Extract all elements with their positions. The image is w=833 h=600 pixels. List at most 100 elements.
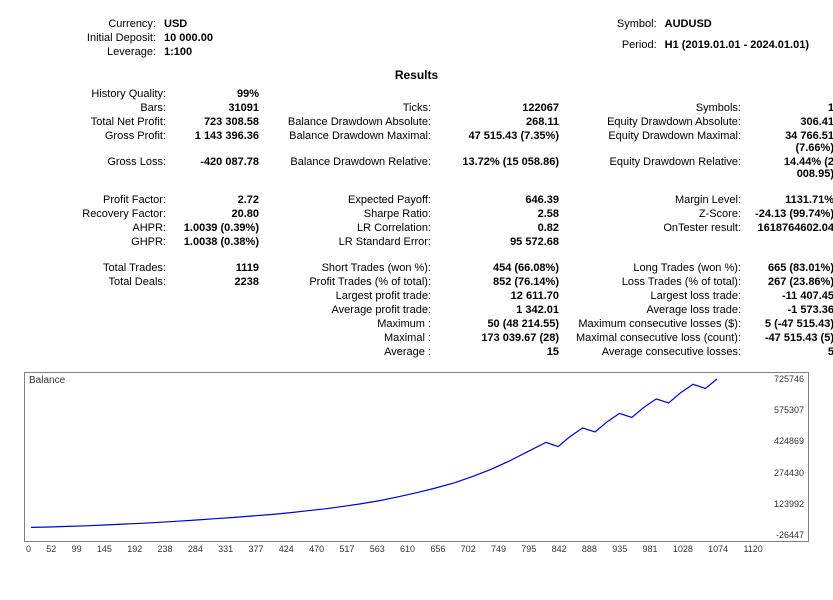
header-value: AUDUSD xyxy=(665,18,809,37)
stat-label: Margin Level: xyxy=(569,194,749,206)
x-tick: 470 xyxy=(309,544,324,554)
stat-value: 1.0038 (0.38%) xyxy=(174,236,269,248)
x-tick: 377 xyxy=(248,544,263,554)
stat-value: 2238 xyxy=(174,276,269,288)
header-value: H1 (2019.01.01 - 2024.01.01) xyxy=(665,39,809,58)
x-tick: 795 xyxy=(521,544,536,554)
stat-value: 268.11 xyxy=(439,116,569,128)
stat-value xyxy=(749,236,833,248)
stat-label xyxy=(24,318,174,330)
stat-label: Equity Drawdown Maximal: xyxy=(569,130,749,154)
stat-label: Largest profit trade: xyxy=(269,290,439,302)
x-tick: 192 xyxy=(127,544,142,554)
stat-label: Maximal consecutive loss (count): xyxy=(569,332,749,344)
stat-value: 646.39 xyxy=(439,194,569,206)
stat-label: Gross Profit: xyxy=(24,130,174,154)
chart-x-axis: 0529914519223828433137742447051756361065… xyxy=(24,544,809,554)
stat-value: 454 (66.08%) xyxy=(439,262,569,274)
stat-label: Equity Drawdown Relative: xyxy=(569,156,749,180)
stat-label: Recovery Factor: xyxy=(24,208,174,220)
stat-value: 665 (83.01%) xyxy=(749,262,833,274)
stat-value: -420 087.78 xyxy=(174,156,269,180)
x-tick: 888 xyxy=(582,544,597,554)
stat-value: 50 (48 214.55) xyxy=(439,318,569,330)
stat-label: Maximum : xyxy=(269,318,439,330)
results-title: Results xyxy=(24,68,809,82)
y-tick: -26447 xyxy=(776,530,804,540)
stat-label: Ticks: xyxy=(269,102,439,114)
stat-label: Balance Drawdown Absolute: xyxy=(269,116,439,128)
stat-label: Average profit trade: xyxy=(269,304,439,316)
x-tick: 0 xyxy=(26,544,31,554)
stat-label: Average : xyxy=(269,346,439,358)
stat-value xyxy=(174,332,269,344)
x-tick: 99 xyxy=(72,544,82,554)
header-right: Symbol:AUDUSDPeriod:H1 (2019.01.01 - 202… xyxy=(605,18,809,58)
stat-value: 122067 xyxy=(439,102,569,114)
header-label: Symbol: xyxy=(605,18,665,37)
stat-value: 13.72% (15 058.86) xyxy=(439,156,569,180)
stat-value: -47 515.43 (5) xyxy=(749,332,833,344)
stat-label: Short Trades (won %): xyxy=(269,262,439,274)
stat-value xyxy=(174,346,269,358)
stat-label: Gross Loss: xyxy=(24,156,174,180)
stat-label: Loss Trades (% of total): xyxy=(569,276,749,288)
x-tick: 1120 xyxy=(743,544,762,554)
stat-value: 99% xyxy=(174,88,269,100)
stat-label: History Quality: xyxy=(24,88,174,100)
stat-value: 306.41 xyxy=(749,116,833,128)
stat-label: Profit Trades (% of total): xyxy=(269,276,439,288)
stat-value: 15 xyxy=(439,346,569,358)
header-label: Currency: xyxy=(24,18,164,30)
stat-label xyxy=(24,346,174,358)
stat-label: Long Trades (won %): xyxy=(569,262,749,274)
stat-value: 1 342.01 xyxy=(439,304,569,316)
y-tick: 725746 xyxy=(774,374,804,384)
stat-value: -11 407.45 xyxy=(749,290,833,302)
stat-value: 1131.71% xyxy=(749,194,833,206)
stat-label xyxy=(24,332,174,344)
x-tick: 935 xyxy=(612,544,627,554)
stat-label: GHPR: xyxy=(24,236,174,248)
stat-label: Total Deals: xyxy=(24,276,174,288)
header-left: Currency:USDInitial Deposit:10 000.00Lev… xyxy=(24,18,284,58)
stat-label: Equity Drawdown Absolute: xyxy=(569,116,749,128)
stat-value: 34 766.51 (7.66%) xyxy=(749,130,833,154)
stat-value xyxy=(174,290,269,302)
stat-value: 1 xyxy=(749,102,833,114)
x-tick: 1028 xyxy=(673,544,693,554)
stat-label: LR Standard Error: xyxy=(269,236,439,248)
x-tick: 517 xyxy=(339,544,354,554)
stat-value: 1 143 396.36 xyxy=(174,130,269,154)
stat-label: Expected Payoff: xyxy=(269,194,439,206)
results-grid: History Quality:99%Bars:31091Ticks:12206… xyxy=(24,88,809,358)
stat-label: AHPR: xyxy=(24,222,174,234)
stat-value xyxy=(174,304,269,316)
stat-value: 2.72 xyxy=(174,194,269,206)
stat-label xyxy=(569,236,749,248)
stat-value: 31091 xyxy=(174,102,269,114)
stat-label: Z-Score: xyxy=(569,208,749,220)
report-header: Currency:USDInitial Deposit:10 000.00Lev… xyxy=(24,18,809,58)
x-tick: 424 xyxy=(279,544,294,554)
stat-label xyxy=(269,88,439,100)
stat-label: Bars: xyxy=(24,102,174,114)
stat-label: Maximum consecutive losses ($): xyxy=(569,318,749,330)
stat-label: OnTester result: xyxy=(569,222,749,234)
stat-label: Maximal : xyxy=(269,332,439,344)
x-tick: 749 xyxy=(491,544,506,554)
stat-label xyxy=(569,88,749,100)
stat-value: 1.0039 (0.39%) xyxy=(174,222,269,234)
balance-line xyxy=(25,373,763,541)
stat-label xyxy=(24,304,174,316)
stat-value xyxy=(439,88,569,100)
chart-y-axis: 725746575307424869274430123992-26447 xyxy=(764,373,804,541)
stat-value: 20.80 xyxy=(174,208,269,220)
x-tick: 52 xyxy=(46,544,56,554)
stat-value: 47 515.43 (7.35%) xyxy=(439,130,569,154)
header-value: 10 000.00 xyxy=(164,32,284,44)
stat-value: -24.13 (99.74%) xyxy=(749,208,833,220)
x-tick: 702 xyxy=(461,544,476,554)
stat-label: Average loss trade: xyxy=(569,304,749,316)
stat-label: LR Correlation: xyxy=(269,222,439,234)
